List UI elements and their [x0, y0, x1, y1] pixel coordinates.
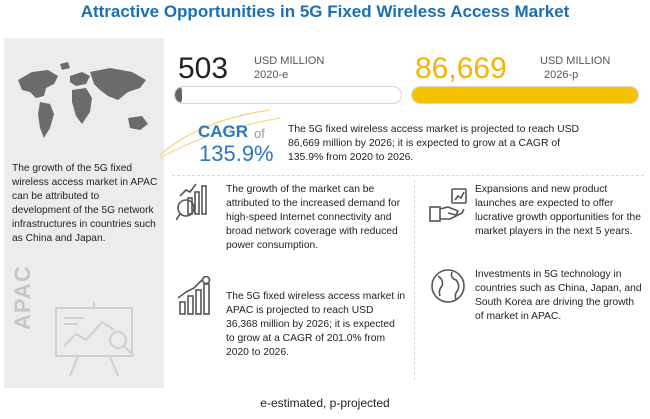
year-label: 2020-e: [254, 69, 289, 81]
expansion-text: Expansions and new product launches are …: [475, 184, 641, 237]
cagr-of: of: [254, 126, 265, 141]
horizontal-divider: [172, 175, 644, 176]
handshake-icon: [429, 188, 467, 222]
left-panel: The growth of the 5G fixed wireless acce…: [4, 38, 164, 388]
world-map-icon: [18, 62, 148, 138]
market-unit-2026: USD MILLION 2026-p: [540, 54, 610, 82]
apac-label: APAC: [10, 265, 35, 330]
apac-projection-text: The 5G fixed wireless access market in A…: [226, 291, 406, 358]
cagr-description: The 5G fixed wireless access market is p…: [288, 124, 580, 163]
market-unit-2020: USD MILLION 2020-e: [254, 54, 324, 82]
money-bar-chart-icon: [177, 276, 211, 315]
cagr-label: CAGR: [198, 122, 249, 141]
progress-fill-2026: [412, 87, 638, 103]
cagr-value: 135.9%: [199, 141, 274, 166]
investment-text: Investments in 5G technology in countrie…: [475, 269, 642, 322]
page-title: Attractive Opportunities in 5G Fixed Wir…: [80, 2, 570, 21]
unit-label: USD MILLION: [254, 55, 325, 67]
presentation-board-icon: [55, 302, 135, 377]
decorative-curve: [160, 109, 281, 159]
progress-bar-2020: [174, 86, 402, 104]
market-value-2026: 86,669: [415, 52, 507, 85]
year-label: 2026-p: [544, 69, 579, 81]
apac-growth-text: The growth of the 5G fixed wireless acce…: [12, 163, 158, 244]
progress-fill-2020: [175, 87, 182, 103]
progress-bar-2026: [411, 86, 639, 104]
market-value-2020: 503: [178, 52, 229, 85]
vertical-divider: [414, 180, 415, 380]
globe-icon: [431, 269, 465, 303]
market-growth-text: The growth of the market can be attribut…: [226, 184, 401, 251]
unit-label: USD MILLION: [540, 55, 611, 67]
footer-note: e-estimated, p-projected: [260, 396, 390, 410]
growth-chart-icon: [176, 183, 207, 221]
